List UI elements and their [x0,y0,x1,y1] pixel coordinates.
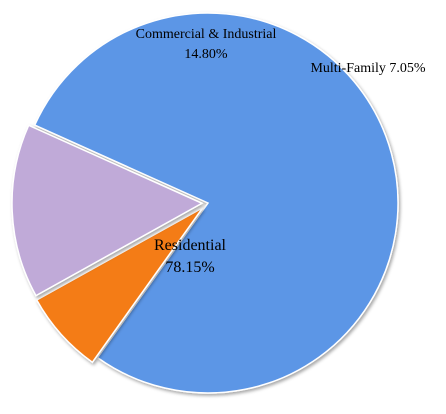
slice-percent-residential: 78.15% [165,259,214,276]
pie-slice-multi-family [35,207,204,364]
pie-slice-commercial-industrial [11,124,204,297]
slice-label-commercial-industrial: Commercial & Industrial [136,27,277,42]
slice-percent-commercial-industrial: 14.80% [184,47,228,62]
slice-label-residential: Residential [154,237,227,254]
pie-slice-residential [33,12,399,394]
slice-label-multi-family: Multi-Family 7.05% [310,61,425,76]
